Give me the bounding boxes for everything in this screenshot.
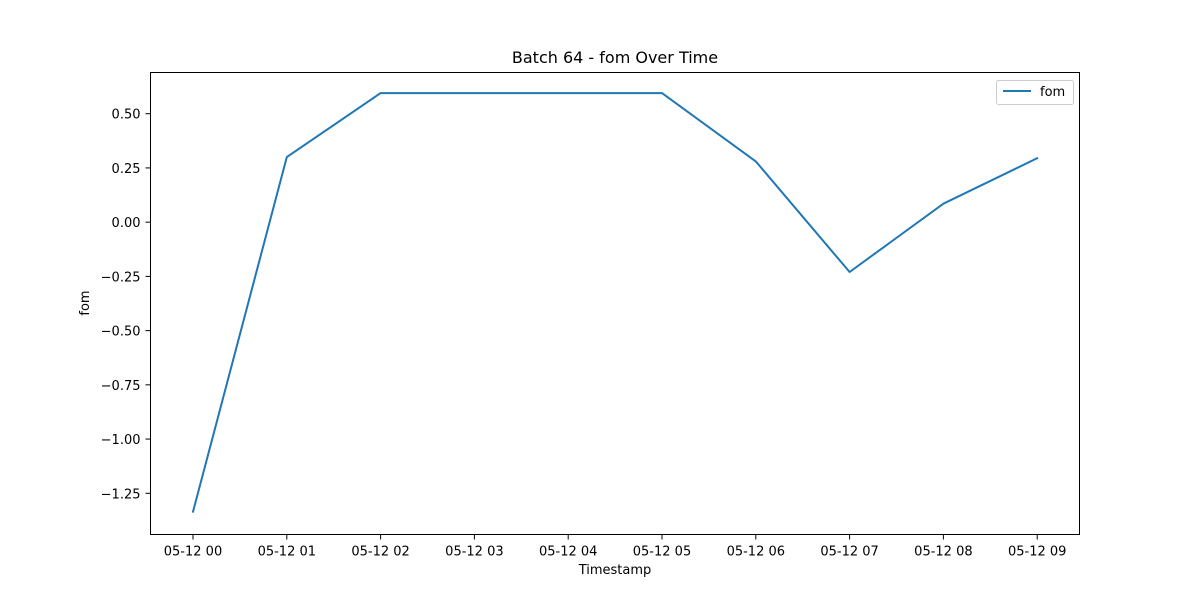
legend-label-fom: fom	[1040, 85, 1065, 100]
y-tick-label: −1.00	[101, 433, 141, 448]
x-tick-label: 05-12 00	[164, 545, 222, 560]
x-tick-label: 05-12 04	[539, 545, 597, 560]
x-tick-label: 05-12 02	[351, 545, 409, 560]
series-layer	[191, 92, 1039, 513]
y-tick-label: −0.75	[101, 379, 141, 394]
y-tick-label: −1.25	[101, 487, 141, 502]
y-tick-label: −0.25	[101, 270, 141, 285]
plot-area-frame	[150, 72, 1080, 535]
y-tick-label: 0.00	[112, 216, 141, 231]
y-axis-label: fom	[78, 290, 93, 315]
legend-box	[996, 80, 1074, 105]
y-tick-label: 0.50	[112, 108, 141, 123]
x-tick-label: 05-12 07	[820, 545, 878, 560]
series-line-fom	[191, 92, 1039, 513]
x-axis-label: Timestamp	[578, 563, 652, 578]
x-tick-label: 05-12 03	[445, 545, 503, 560]
y-axis: 0.50 0.25 0.00 −0.25 −0.50 −0.75 −1.00 −1.25	[101, 108, 151, 502]
chart-title: Batch 64 - fom Over Time	[512, 48, 718, 67]
legend: fom	[996, 80, 1074, 105]
x-tick-label: 05-12 09	[1008, 545, 1066, 560]
x-tick-label: 05-12 08	[914, 545, 972, 560]
x-tick-label: 05-12 06	[727, 545, 785, 560]
x-axis: 05-12 00 05-12 01 05-12 02 05-12 03 05-12 04…	[164, 534, 1066, 560]
x-tick-label: 05-12 05	[633, 545, 691, 560]
x-tick-label: 05-12 01	[258, 545, 316, 560]
y-tick-label: −0.50	[101, 325, 141, 340]
y-tick-label: 0.25	[112, 162, 141, 177]
